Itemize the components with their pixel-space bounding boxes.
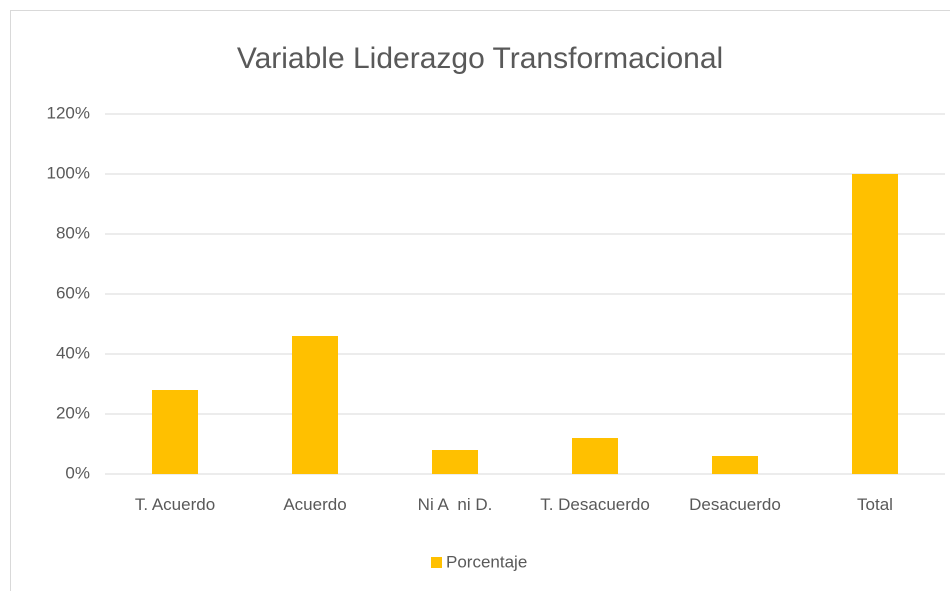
y-tick-label: 60% xyxy=(56,283,90,302)
x-tick-label: Acuerdo xyxy=(283,495,347,514)
chart-title: Variable Liderazgo Transformacional xyxy=(237,42,723,75)
bar xyxy=(432,450,478,474)
y-tick-label: 20% xyxy=(56,403,90,422)
y-tick-label: 80% xyxy=(56,223,90,242)
y-tick-label: 100% xyxy=(47,163,90,182)
bar xyxy=(152,390,198,474)
x-tick-label: Total xyxy=(857,495,893,514)
bar xyxy=(572,438,618,474)
y-tick-label: 0% xyxy=(65,463,90,482)
chart-frame xyxy=(10,10,950,591)
bar xyxy=(712,456,758,474)
x-tick-label: T. Desacuerdo xyxy=(540,495,650,514)
y-tick-label: 120% xyxy=(47,103,90,122)
x-tick-label: Desacuerdo xyxy=(689,495,781,514)
x-tick-label: T. Acuerdo xyxy=(134,495,216,514)
bar xyxy=(292,336,338,474)
legend-label: Porcentaje xyxy=(446,552,527,571)
y-tick-label: 40% xyxy=(56,343,90,362)
bar xyxy=(852,174,898,474)
legend-swatch xyxy=(431,557,442,568)
x-tick-label: Ni A ni D. xyxy=(417,495,493,514)
